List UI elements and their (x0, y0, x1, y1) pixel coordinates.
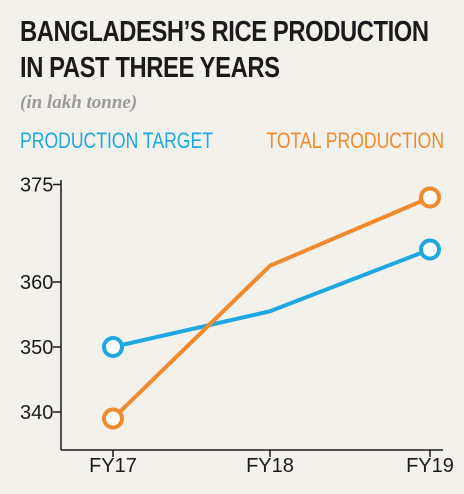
legend-production-target: PRODUCTION TARGET (20, 128, 213, 153)
series-line-total (111, 195, 432, 421)
chart-title-line-1: BANGLADESH’S RICE PRODUCTION (20, 16, 429, 48)
point-target-FY17 (102, 336, 124, 358)
x-tick-label-FY18: FY18 (246, 455, 294, 477)
y-tick-label-360: 360 (20, 272, 53, 294)
x-tick-label-FY17: FY17 (89, 455, 137, 477)
point-total-FY19 (419, 186, 441, 209)
chart-title: BANGLADESH’S RICE PRODUCTION IN PAST THR… (20, 14, 429, 86)
y-tick-label-340: 340 (20, 402, 53, 424)
y-tick-label-350: 350 (20, 337, 53, 359)
series-line-target (111, 247, 432, 349)
chart-title-line-2: IN PAST THREE YEARS (20, 52, 280, 84)
y-tick-label-375: 375 (20, 175, 53, 197)
point-target-FY19 (419, 238, 441, 261)
point-total-FY17 (102, 407, 124, 430)
x-tick-label-FY19: FY19 (406, 455, 454, 477)
chart-subtitle: (in lakh tonne) (20, 92, 138, 113)
legend-total-production: TOTAL PRODUCTION (266, 128, 444, 153)
